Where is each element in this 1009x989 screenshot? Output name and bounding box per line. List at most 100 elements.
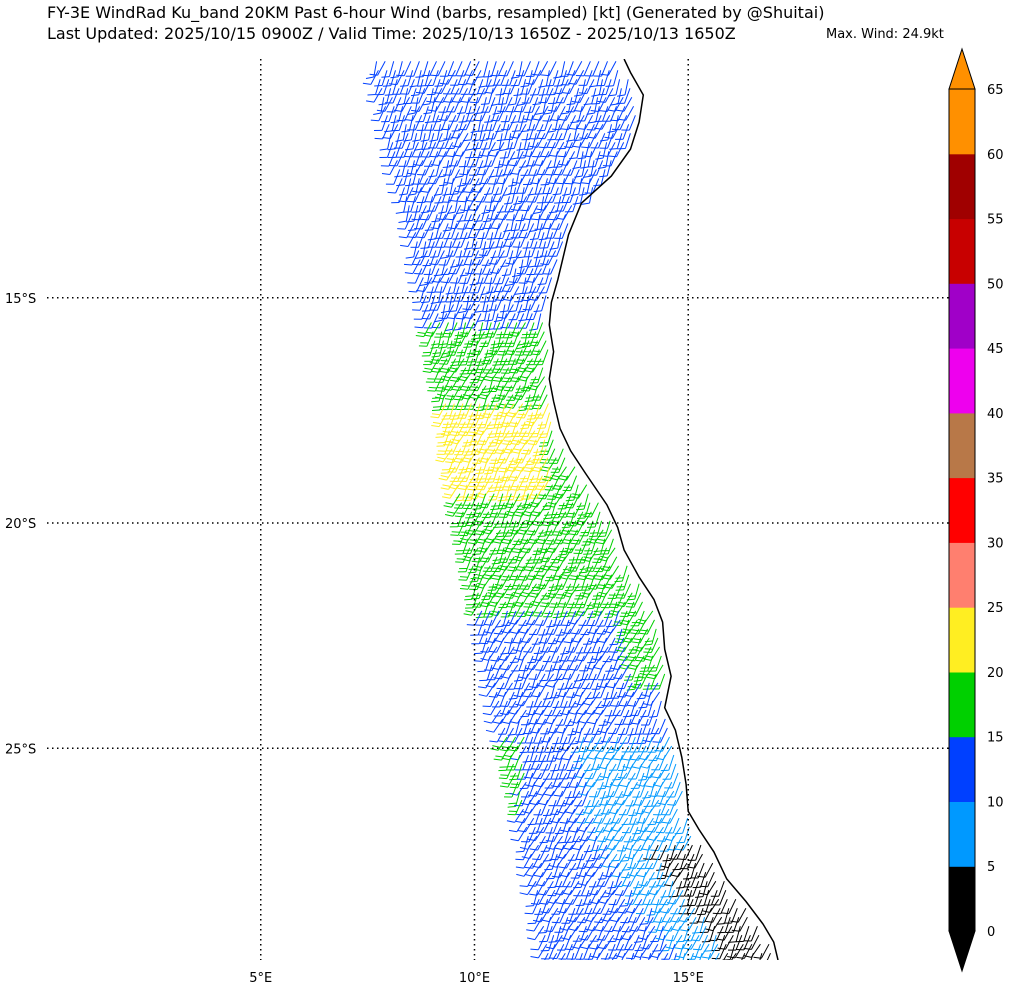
wind-barb bbox=[596, 953, 600, 960]
wind-barb bbox=[521, 277, 535, 294]
wind-barb bbox=[525, 268, 542, 283]
wind-barb bbox=[442, 214, 455, 232]
wind-barb bbox=[492, 97, 504, 115]
wind-barb bbox=[449, 511, 464, 528]
colorbar-tick-label: 45 bbox=[987, 342, 1004, 357]
colorbar-segment bbox=[949, 801, 975, 867]
wind-barb bbox=[512, 259, 524, 278]
wind-barb bbox=[624, 889, 641, 905]
wind-barb bbox=[470, 115, 482, 133]
wind-barb bbox=[498, 547, 513, 563]
wind-barb bbox=[538, 223, 552, 241]
wind-barb bbox=[451, 115, 465, 132]
wind-barb bbox=[471, 628, 486, 645]
wind-barb bbox=[418, 331, 434, 347]
wind-barb bbox=[476, 412, 491, 429]
wind-barb bbox=[545, 529, 561, 545]
wind-barb bbox=[507, 88, 520, 106]
wind-barb bbox=[420, 178, 437, 193]
wind-barb bbox=[434, 322, 449, 338]
wind-barb bbox=[588, 872, 604, 888]
wind-barb bbox=[543, 97, 556, 115]
wind-barb bbox=[455, 250, 471, 266]
wind-barb bbox=[434, 70, 448, 87]
wind-barb bbox=[458, 115, 474, 131]
chart-title: FY-3E WindRad Ku_band 20KM Past 6-hour W… bbox=[47, 3, 825, 22]
wind-barb bbox=[541, 214, 558, 230]
wind-barb bbox=[584, 61, 600, 77]
wind-barb bbox=[569, 709, 587, 724]
wind-barb bbox=[447, 214, 464, 230]
wind-barb bbox=[626, 583, 640, 601]
wind-barb bbox=[442, 484, 459, 499]
wind-barb bbox=[464, 457, 480, 473]
colorbar-segment bbox=[949, 153, 975, 220]
wind-barb bbox=[516, 142, 531, 159]
wind-barb bbox=[379, 142, 394, 158]
wind-barb bbox=[536, 412, 551, 429]
wind-barb bbox=[504, 223, 518, 241]
wind-barb bbox=[488, 637, 505, 653]
wind-barb bbox=[551, 214, 567, 230]
wind-barb bbox=[453, 286, 469, 302]
wind-barb bbox=[534, 259, 549, 275]
colorbar-tick-label: 15 bbox=[987, 731, 1004, 746]
wind-barb bbox=[493, 313, 508, 330]
wind-barb bbox=[523, 241, 538, 258]
wind-barb bbox=[544, 475, 560, 491]
wind-barb bbox=[516, 61, 531, 77]
colorbar-tick-label: 5 bbox=[987, 860, 995, 875]
wind-barb bbox=[587, 511, 601, 528]
wind-barb bbox=[547, 115, 559, 133]
wind-barb bbox=[427, 169, 443, 185]
wind-barb bbox=[485, 322, 501, 338]
wind-barb bbox=[480, 88, 494, 105]
wind-barb bbox=[362, 70, 379, 85]
wind-barb bbox=[611, 115, 628, 131]
wind-barb bbox=[500, 106, 515, 123]
wind-barb bbox=[421, 295, 436, 312]
wind-barb bbox=[662, 763, 677, 780]
wind-barb bbox=[511, 574, 527, 590]
wind-barb bbox=[413, 304, 429, 320]
wind-barb bbox=[503, 214, 515, 232]
wind-barb bbox=[516, 862, 534, 877]
wind-barb bbox=[520, 160, 535, 176]
wind-barb bbox=[521, 439, 537, 455]
wind-barb bbox=[404, 133, 418, 151]
wind-barb bbox=[503, 376, 520, 392]
wind-barb bbox=[575, 61, 591, 77]
wind-barb bbox=[459, 574, 476, 590]
wind-barb bbox=[474, 295, 487, 313]
wind-barb bbox=[530, 205, 547, 221]
wind-barb bbox=[672, 853, 686, 871]
wind-barb bbox=[537, 790, 555, 806]
wind-barb bbox=[561, 511, 575, 529]
wind-barb bbox=[406, 205, 419, 223]
wind-barb bbox=[385, 169, 401, 185]
colorbar-segment bbox=[949, 348, 975, 414]
wind-barb bbox=[425, 367, 441, 383]
wind-barb bbox=[440, 457, 455, 474]
wind-barb bbox=[525, 547, 539, 565]
wind-barb bbox=[373, 97, 385, 115]
wind-barb bbox=[458, 151, 473, 168]
wind-barb bbox=[471, 124, 484, 142]
wind-barb bbox=[491, 547, 505, 565]
wind-barb bbox=[483, 529, 502, 544]
colorbar-tick-label: 35 bbox=[987, 472, 1004, 487]
wind-barb bbox=[509, 313, 525, 329]
wind-barb bbox=[527, 871, 544, 887]
wind-barb bbox=[478, 313, 490, 331]
wind-barb bbox=[625, 790, 641, 807]
wind-barb bbox=[535, 475, 552, 491]
wind-barb bbox=[743, 934, 760, 950]
wind-barb bbox=[534, 250, 548, 267]
wind-barb bbox=[579, 124, 595, 140]
wind-barb bbox=[476, 430, 493, 446]
wind-barb bbox=[562, 475, 578, 492]
valid-time-subtitle: Last Updated: 2025/10/15 0900Z / Valid T… bbox=[47, 24, 736, 43]
wind-barb bbox=[501, 70, 516, 86]
wind-barb bbox=[741, 952, 746, 960]
wind-barb bbox=[536, 124, 553, 140]
